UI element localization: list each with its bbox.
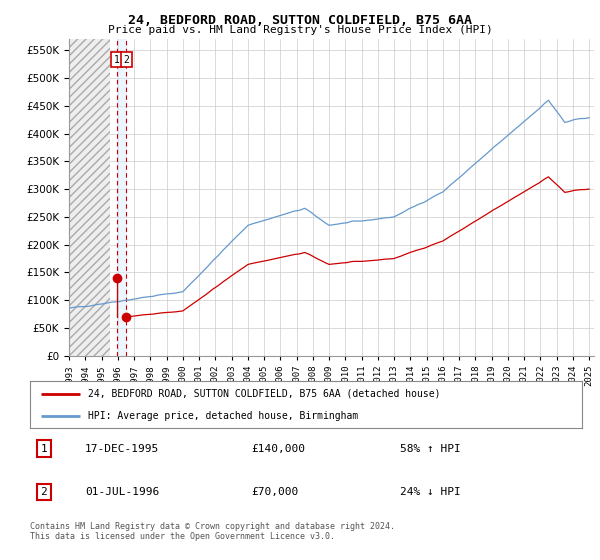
Text: 17-DEC-1995: 17-DEC-1995 bbox=[85, 444, 160, 454]
Text: HPI: Average price, detached house, Birmingham: HPI: Average price, detached house, Birm… bbox=[88, 410, 358, 421]
Text: 2: 2 bbox=[40, 487, 47, 497]
Text: Price paid vs. HM Land Registry's House Price Index (HPI): Price paid vs. HM Land Registry's House … bbox=[107, 25, 493, 35]
Text: £140,000: £140,000 bbox=[251, 444, 305, 454]
Text: 24, BEDFORD ROAD, SUTTON COLDFIELD, B75 6AA (detached house): 24, BEDFORD ROAD, SUTTON COLDFIELD, B75 … bbox=[88, 389, 440, 399]
Text: Contains HM Land Registry data © Crown copyright and database right 2024.
This d: Contains HM Land Registry data © Crown c… bbox=[30, 522, 395, 542]
Text: 24, BEDFORD ROAD, SUTTON COLDFIELD, B75 6AA: 24, BEDFORD ROAD, SUTTON COLDFIELD, B75 … bbox=[128, 14, 472, 27]
Bar bbox=[117, 39, 126, 356]
Text: 1: 1 bbox=[113, 55, 119, 65]
Text: 2: 2 bbox=[124, 55, 130, 65]
Text: £70,000: £70,000 bbox=[251, 487, 298, 497]
Bar bbox=[69, 39, 110, 356]
Text: 01-JUL-1996: 01-JUL-1996 bbox=[85, 487, 160, 497]
Text: 1: 1 bbox=[40, 444, 47, 454]
Text: 24% ↓ HPI: 24% ↓ HPI bbox=[400, 487, 461, 497]
Text: 58% ↑ HPI: 58% ↑ HPI bbox=[400, 444, 461, 454]
